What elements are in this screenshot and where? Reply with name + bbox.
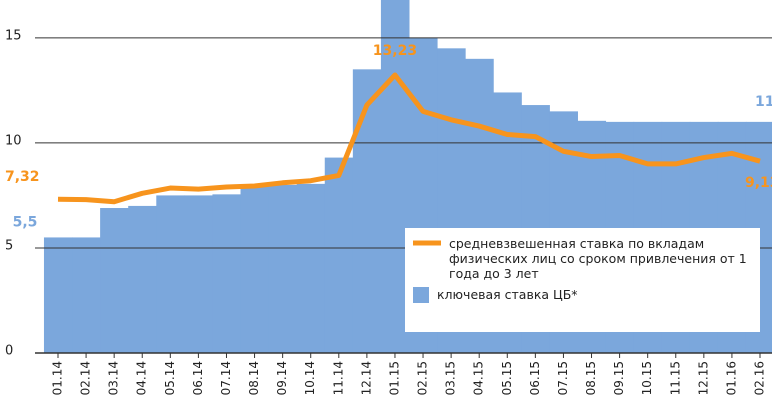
bar <box>72 237 101 353</box>
legend-item: средневзвешенная ставка по вкладам физич… <box>413 236 752 281</box>
x-tick-label: 03.15 <box>444 361 458 395</box>
x-tick-label: 11.15 <box>668 361 682 395</box>
y-tick-label: 0 <box>5 344 13 359</box>
x-tick-label: 10.15 <box>640 361 654 395</box>
bar <box>156 195 185 353</box>
x-tick-label: 01.16 <box>724 361 738 395</box>
legend-swatch <box>413 240 441 246</box>
x-tick-label: 07.15 <box>556 361 570 395</box>
x-tick-label: 11.14 <box>331 361 345 395</box>
bar <box>296 183 326 353</box>
bar <box>268 184 298 353</box>
x-tick-label: 04.15 <box>472 361 486 395</box>
value-label: 7,32 <box>5 169 40 185</box>
x-tick-label: 07.14 <box>219 361 233 395</box>
y-tick-label: 10 <box>5 133 22 148</box>
x-tick-label: 02.16 <box>753 361 767 395</box>
bar <box>184 195 213 353</box>
value-label: 5,5 <box>13 214 38 230</box>
bar <box>240 184 270 353</box>
bar <box>352 69 382 353</box>
bar <box>100 208 129 353</box>
legend-item: ключевая ставка ЦБ* <box>413 287 752 303</box>
x-tick-label: 02.15 <box>416 361 430 395</box>
x-tick-label: 09.15 <box>612 361 626 395</box>
bar <box>128 205 157 353</box>
x-tick-label: 01.15 <box>387 361 401 395</box>
x-tick-label: 03.14 <box>107 361 121 395</box>
value-label: 11 <box>755 94 772 110</box>
x-tick-label: 05.15 <box>500 361 514 395</box>
x-tick-label: 08.15 <box>584 361 598 395</box>
legend-label: ключевая ставка ЦБ* <box>437 287 578 302</box>
x-tick-label: 05.14 <box>163 361 177 395</box>
x-tick-label: 02.14 <box>79 361 93 395</box>
legend: средневзвешенная ставка по вкладам физич… <box>405 228 760 332</box>
x-tick-label: 01.14 <box>51 361 65 395</box>
x-tick-label: 06.14 <box>191 361 205 395</box>
bar <box>324 157 354 353</box>
legend-swatch <box>413 287 429 303</box>
x-tick-label: 12.14 <box>359 361 373 395</box>
x-tick-label: 06.15 <box>528 361 542 395</box>
value-label: 13,23 <box>373 43 417 59</box>
bar <box>43 237 73 353</box>
legend-box <box>413 287 429 303</box>
legend-label: средневзвешенная ставка по вкладам физич… <box>449 236 747 281</box>
y-tick-label: 5 <box>5 238 13 253</box>
x-tick-label: 09.14 <box>275 361 289 395</box>
line <box>57 72 761 205</box>
y-tick-label: 15 <box>5 28 22 43</box>
x-tick-label: 10.14 <box>303 361 317 395</box>
bar <box>212 194 242 353</box>
bar <box>380 0 410 353</box>
x-tick-label: 08.14 <box>247 361 261 395</box>
value-label: 9,13 <box>745 175 772 191</box>
x-tick-label: 04.14 <box>135 361 149 395</box>
x-tick-label: 12.15 <box>696 361 710 395</box>
